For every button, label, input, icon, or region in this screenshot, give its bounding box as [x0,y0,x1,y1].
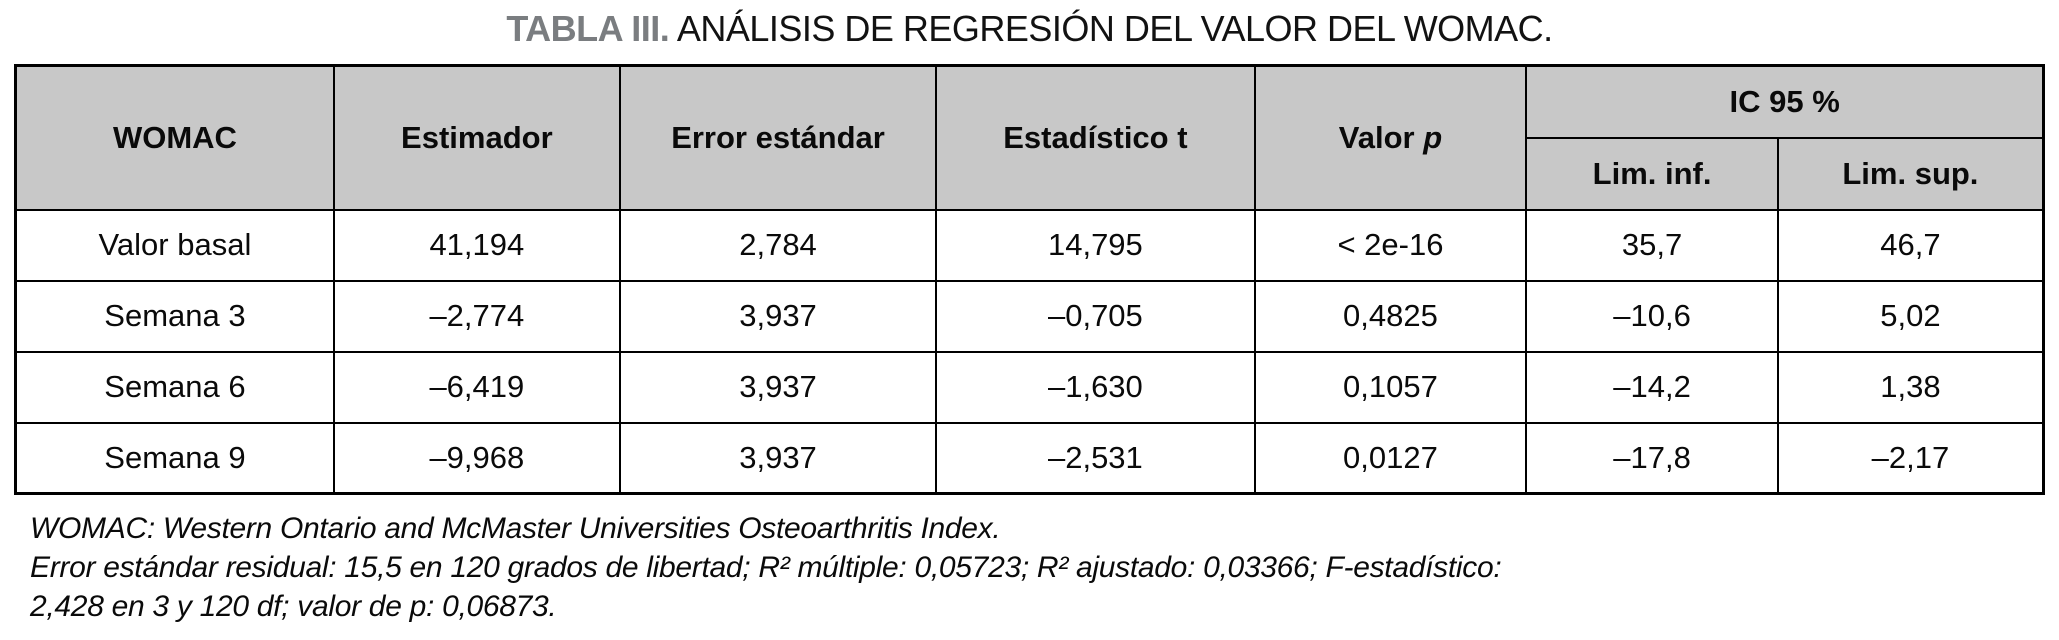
cell-lim-inf: –10,6 [1525,279,1779,353]
cell-error-estandar: 3,937 [618,350,938,424]
cell-lim-inf: –17,8 [1525,421,1779,495]
footnote-model-stats-line-1: Error estándar residual: 15,5 en 120 gra… [30,551,1502,584]
cell-estadistico-t: 14,795 [935,208,1256,282]
col-header-ic95: IC 95 % [1525,64,2045,139]
cell-valor-p: 0,1057 [1253,350,1528,424]
cell-lim-sup: 1,38 [1776,350,2045,424]
table-row-semana-6: Semana 6 –6,419 3,937 –1,630 0,1057 –14,… [14,350,2045,424]
col-header-estadistico-t: Estadístico t [935,64,1256,211]
table-footnotes: WOMAC: Western Ontario and McMaster Univ… [30,509,2059,626]
cell-error-estandar: 2,784 [618,208,938,282]
cell-valor-p: < 2e-16 [1253,208,1528,282]
header-row-1: WOMAC Estimador Error estándar Estadísti… [14,64,2045,211]
cell-estimador: –9,968 [332,421,621,495]
col-header-estimador: Estimador [332,64,621,211]
cell-lim-sup: 46,7 [1776,208,2045,282]
cell-valor-p: 0,4825 [1253,279,1528,353]
cell-lim-sup: –2,17 [1776,421,2045,495]
footnote-model-stats-line-2: 2,428 en 3 y 120 df; valor de p: 0,06873… [30,590,557,623]
valor-p-symbol: p [1423,119,1443,155]
row-label: Valor basal [14,208,335,282]
regression-table: WOMAC Estimador Error estándar Estadísti… [14,64,2045,495]
header-row-2: Lim. inf. Lim. sup. [16,136,2045,211]
row-label: Semana 3 [14,279,335,353]
table-title-label: TABLA III. [506,8,670,49]
cell-lim-inf: –14,2 [1525,350,1779,424]
cell-estimador: –2,774 [332,279,621,353]
col-header-error-estandar: Error estándar [618,64,938,211]
table-body: Valor basal 41,194 2,784 14,795 < 2e-16 … [14,208,2045,495]
cell-estadistico-t: –1,630 [935,350,1256,424]
cell-estadistico-t: –2,531 [935,421,1256,495]
cell-lim-sup: 5,02 [1776,279,2045,353]
cell-lim-inf: 35,7 [1525,208,1779,282]
table-row-semana-3: Semana 3 –2,774 3,937 –0,705 0,4825 –10,… [14,279,2045,353]
footnote-womac-definition: WOMAC: Western Ontario and McMaster Univ… [30,512,1001,545]
table-header: WOMAC Estimador Error estándar Estadísti… [14,64,2045,211]
table-title: TABLA III. ANÁLISIS DE REGRESIÓN DEL VAL… [0,0,2059,50]
cell-valor-p: 0,0127 [1253,421,1528,495]
row-label: Semana 6 [14,350,335,424]
cell-estimador: –6,419 [332,350,621,424]
table-title-text: ANÁLISIS DE REGRESIÓN DEL VALOR DEL WOMA… [669,8,1553,49]
row-label: Semana 9 [14,421,335,495]
col-header-lim-inf: Lim. inf. [1525,136,1779,211]
col-header-lim-sup: Lim. sup. [1776,136,2045,211]
table-row-semana-9: Semana 9 –9,968 3,937 –2,531 0,0127 –17,… [14,421,2045,495]
cell-error-estandar: 3,937 [618,279,938,353]
cell-estimador: 41,194 [332,208,621,282]
col-header-valor-p: Valor p [1253,64,1528,211]
col-header-womac: WOMAC [14,64,335,211]
cell-estadistico-t: –0,705 [935,279,1256,353]
cell-error-estandar: 3,937 [618,421,938,495]
table-row-valor-basal: Valor basal 41,194 2,784 14,795 < 2e-16 … [14,208,2045,282]
valor-p-prefix: Valor [1338,119,1424,155]
